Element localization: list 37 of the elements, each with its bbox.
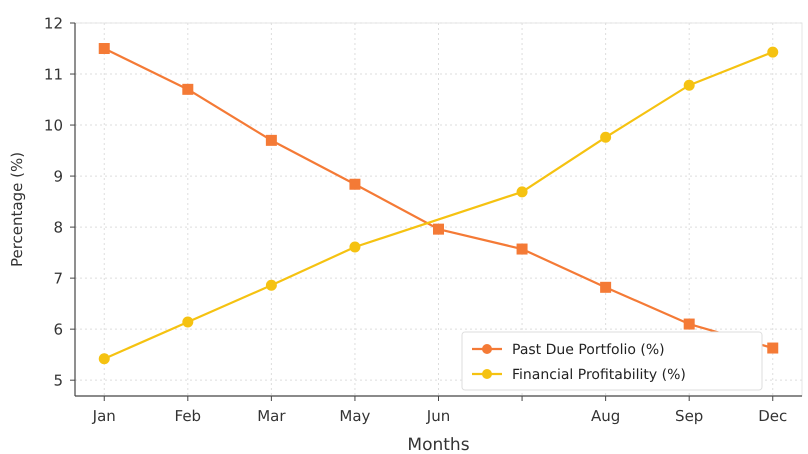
point [266, 280, 277, 291]
point [767, 342, 778, 354]
point [182, 316, 194, 328]
point [98, 353, 110, 364]
legend-label: Financial Profitability (%) [512, 366, 686, 383]
x-tick-label: Dec [758, 407, 788, 425]
point [516, 186, 528, 198]
point [98, 43, 110, 54]
x-tick-label: Jan [92, 407, 116, 425]
point [684, 318, 695, 330]
x-axis-title: Months [407, 435, 470, 454]
y-tick-label: 9 [53, 167, 63, 186]
point [349, 242, 360, 253]
x-tick-label: Sep [675, 407, 704, 425]
x-tick-label: Aug [590, 407, 620, 425]
point [767, 46, 778, 58]
y-axis-title: Percentage (%) [8, 152, 26, 268]
x-tick-label: May [339, 407, 371, 425]
point [600, 132, 612, 143]
y-tick-label: 12 [44, 14, 63, 32]
y-tick-label: 11 [44, 65, 63, 84]
point [684, 80, 695, 91]
point [433, 224, 444, 235]
point [349, 178, 360, 190]
legend-label: Past Due Portfolio (%) [512, 342, 665, 358]
x-tick-label: Mar [257, 407, 286, 425]
point [600, 282, 612, 293]
x-tick-label: Feb [174, 407, 202, 425]
y-tick-label: 5 [53, 371, 63, 390]
point [182, 84, 194, 95]
y-tick-label: 8 [53, 218, 63, 236]
point [516, 244, 528, 255]
x-tick-label: Jun [426, 407, 450, 425]
y-tick-label: 7 [53, 269, 63, 288]
y-tick-label: 10 [44, 116, 63, 134]
y-tick-label: 6 [53, 320, 63, 338]
point [266, 134, 277, 146]
